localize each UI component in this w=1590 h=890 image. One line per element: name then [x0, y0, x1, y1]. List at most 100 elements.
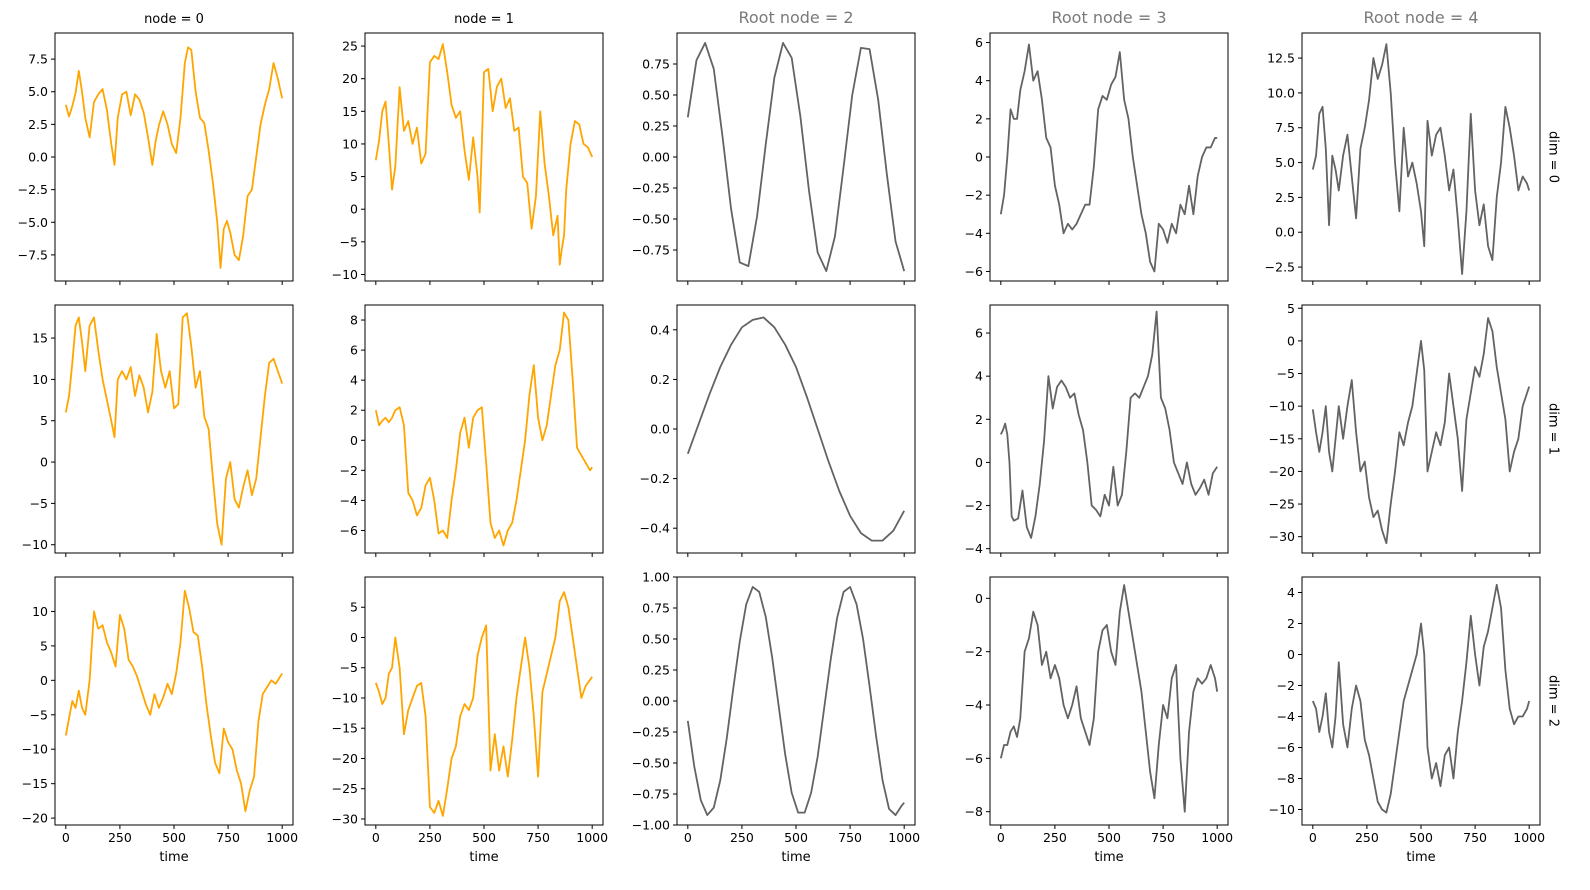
y-tick-label: 2	[350, 403, 358, 418]
y-tick-label: 0	[350, 202, 358, 217]
y-tick-label: 4	[1287, 585, 1295, 600]
row-label-1: dim = 1	[1546, 403, 1561, 455]
y-tick-label: −10	[332, 267, 358, 282]
y-tick-label: 12.5	[1267, 51, 1295, 66]
y-tick-label: −20	[1269, 464, 1295, 479]
y-tick-label: 5.0	[1275, 155, 1295, 170]
x-tick-label: 500	[1097, 830, 1121, 845]
axes-frame	[364, 32, 604, 282]
y-tick-label: −1.00	[632, 818, 670, 833]
y-tick-label: 0	[1287, 647, 1295, 662]
axes-frame	[54, 304, 294, 554]
y-tick-label: −6	[1277, 740, 1295, 755]
y-tick-label: −0.2	[640, 471, 670, 486]
column-title-4: Root node = 4	[1363, 8, 1478, 27]
y-tick-label: −30	[332, 811, 358, 826]
axes-frame	[1301, 576, 1541, 826]
y-tick-label: 5	[40, 413, 48, 428]
series-line-r1-c4	[1311, 317, 1531, 545]
y-tick-label: −10	[22, 742, 48, 757]
y-tick-label: 6	[975, 35, 983, 50]
y-tick-label: −2.5	[18, 182, 48, 197]
x-tick-label: 1000	[266, 830, 298, 845]
series-line-r1-c0	[64, 312, 284, 546]
column-title-2: Root node = 2	[738, 8, 853, 27]
series-line-r2-c1	[374, 591, 593, 817]
axes-frame	[676, 576, 916, 826]
y-tick-label: 0.75	[642, 57, 670, 72]
y-tick-label: −10	[22, 537, 48, 552]
y-tick-label: 4	[975, 369, 983, 384]
y-tick-label: 7.5	[1275, 120, 1295, 135]
series-line-r0-c2	[686, 42, 906, 272]
y-tick-label: 0.25	[642, 119, 670, 134]
x-tick-label: 1000	[888, 830, 920, 845]
y-tick-label: 10	[32, 604, 48, 619]
x-tick-label: 0	[1309, 830, 1317, 845]
panel-r2-c1: −30 −25 −20 −15 −10 −5 0 5 0 250 500 750 1000	[332, 576, 608, 845]
series-line-r1-c1	[374, 311, 593, 547]
x-tick-label: 750	[838, 830, 862, 845]
axes-frame	[676, 304, 916, 554]
axes-frame	[364, 576, 604, 826]
y-tick-label: −4	[965, 226, 983, 241]
axes-frame	[1301, 32, 1541, 282]
column-title-3: Root node = 3	[1051, 8, 1166, 27]
y-tick-label: 5	[350, 600, 358, 615]
x-tick-label: 1000	[1513, 830, 1545, 845]
y-tick-label: 0	[40, 455, 48, 470]
panel-r1-c2: −0.4 −0.2 0.0 0.2 0.4	[640, 304, 916, 557]
x-tick-label: 1000	[576, 830, 608, 845]
y-tick-label: 0	[975, 455, 983, 470]
x-tick-label: 500	[472, 830, 496, 845]
y-tick-label: 5	[350, 169, 358, 184]
y-tick-label: −10	[1269, 802, 1295, 817]
panel-r2-c2: −1.00 −0.75 −0.50 −0.25 0.00 0.25 0.50 0.75 1.00…	[632, 570, 920, 846]
x-tick-label: 250	[730, 830, 754, 845]
y-tick-label: 8	[350, 313, 358, 328]
x-axis-labels: time time time time time	[159, 850, 1435, 865]
y-tick-label: −10	[1269, 399, 1295, 414]
y-tick-label: −4	[340, 493, 358, 508]
y-tick-label: 2.5	[28, 117, 48, 132]
y-tick-label: −2.5	[1265, 260, 1295, 275]
column-title-1: node = 1	[454, 12, 514, 27]
axes-frame	[54, 32, 294, 282]
y-tick-label: −5	[1277, 366, 1295, 381]
y-tick-label: 4	[975, 73, 983, 88]
axes-frame	[989, 32, 1229, 282]
y-tick-label: 0	[975, 591, 983, 606]
y-tick-label: −8	[965, 804, 983, 819]
panels: −7.5−5.0−2.50.02.55.07.5−10−50510152025−…	[18, 32, 1545, 846]
column-titles: node = 0 node = 1 Root node = 2 Root node =…	[144, 8, 1478, 27]
panel-r2-c0: −20 −15 −10 −5 0 5 10 0 250 500 750 1000	[22, 576, 298, 845]
x-tick-label: 750	[526, 830, 550, 845]
y-tick-label: 0.0	[28, 150, 48, 165]
y-tick-label: −6	[965, 751, 983, 766]
series-line-r0-c3	[999, 43, 1218, 273]
y-tick-label: −0.4	[640, 521, 670, 536]
series-line-r2-c2	[686, 586, 905, 816]
y-tick-label: 2	[1287, 616, 1295, 631]
y-tick-label: −2	[965, 498, 983, 513]
y-tick-label: 2.5	[1275, 190, 1295, 205]
y-tick-label: 0.2	[650, 372, 670, 387]
x-tick-label: 750	[1463, 830, 1487, 845]
y-tick-label: 15	[32, 331, 48, 346]
panel-r0-c2: −0.75 −0.50 −0.25 0.00 0.25 0.50 0.75	[632, 32, 916, 285]
x-tick-label: 500	[1409, 830, 1433, 845]
y-tick-label: 0.50	[642, 88, 670, 103]
x-tick-label: 250	[418, 830, 442, 845]
y-tick-label: 15	[342, 104, 358, 119]
y-tick-label: 10.0	[1267, 85, 1295, 100]
panel-r0-c1: −10 −5 0 5 10 15 20 25	[332, 32, 604, 285]
y-tick-label: 1.00	[642, 570, 670, 585]
x-tick-label: 750	[216, 830, 240, 845]
y-tick-label: 0	[1287, 333, 1295, 348]
x-axis-label-3: time	[1094, 850, 1123, 865]
panel-r1-c3: −4 −2 0 2 4 6	[965, 304, 1229, 557]
y-tick-label: −5	[340, 234, 358, 249]
y-tick-label: −20	[22, 811, 48, 826]
y-tick-label: −2	[1277, 678, 1295, 693]
y-tick-label: −25	[332, 781, 358, 796]
